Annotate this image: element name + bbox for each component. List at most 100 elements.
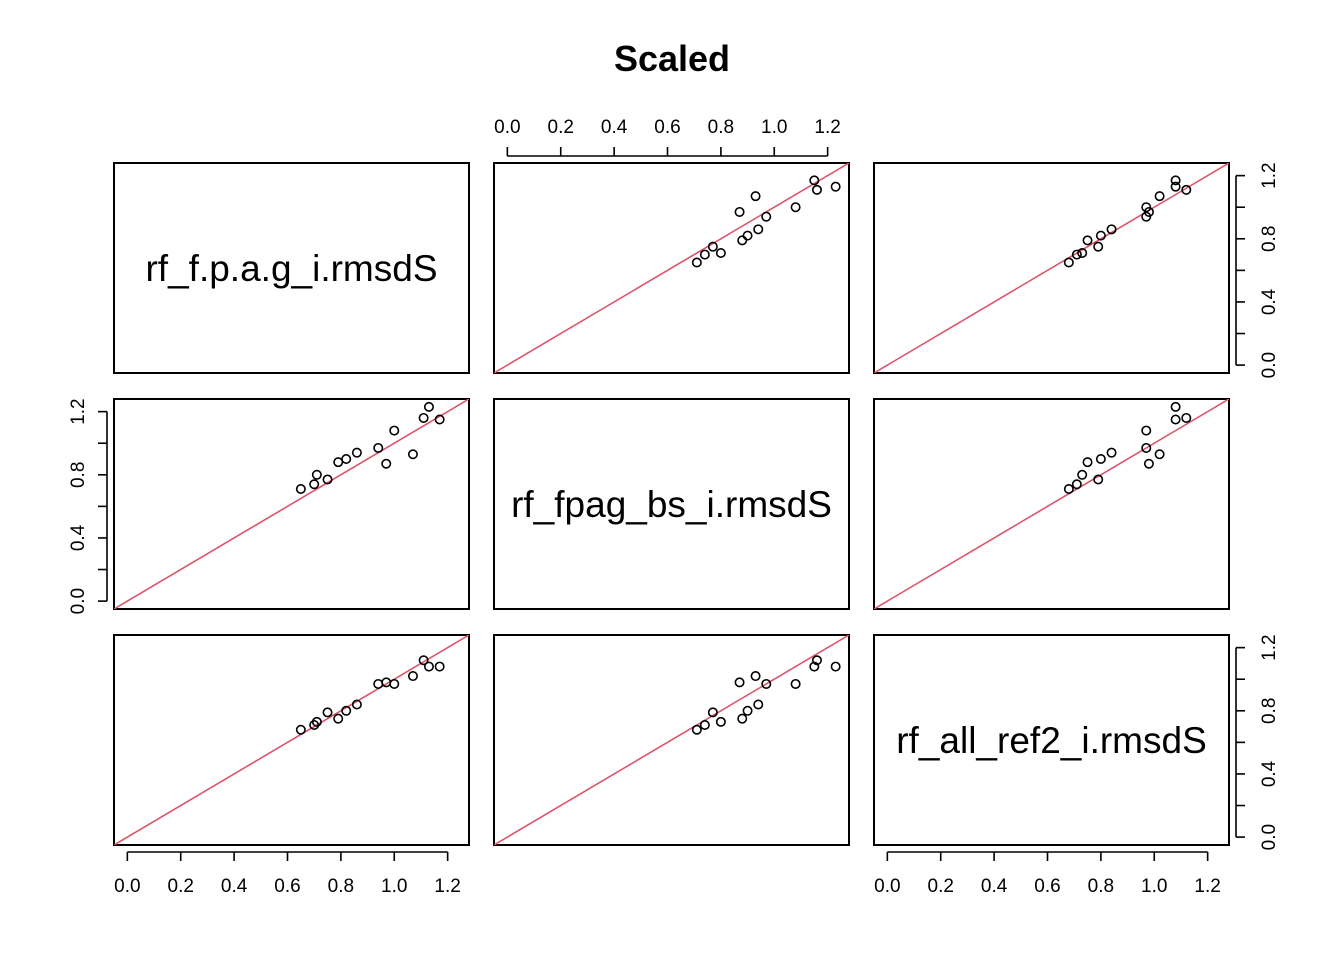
tick-label: 0.0 bbox=[874, 876, 900, 897]
tick-label: 0.4 bbox=[1259, 288, 1280, 315]
scatter-point bbox=[311, 716, 322, 727]
panel-0-0: rf_f.p.a.g_i.rmsdS bbox=[113, 162, 470, 374]
scatter-point bbox=[699, 249, 710, 260]
tick-label: 1.2 bbox=[1259, 634, 1280, 660]
tick-label: 1.2 bbox=[434, 876, 460, 897]
scatter-point bbox=[423, 401, 434, 412]
scatter-point bbox=[1095, 453, 1106, 464]
left-axis-row-2: 0.0 0.4 0.8 1.2 bbox=[68, 398, 108, 614]
scatter-point bbox=[389, 678, 400, 689]
tick-label: 0.0 bbox=[68, 588, 89, 614]
identity-line bbox=[114, 635, 469, 845]
scatter-point bbox=[322, 707, 333, 718]
panel-frame bbox=[113, 398, 470, 610]
scatter-point bbox=[1082, 457, 1093, 468]
panel-2-1 bbox=[493, 634, 850, 846]
tick-label: 0.6 bbox=[1034, 876, 1060, 897]
scatter-point bbox=[761, 678, 772, 689]
scatter-point bbox=[734, 206, 745, 217]
tick-label: 0.0 bbox=[1259, 824, 1280, 850]
scatter-point bbox=[1170, 401, 1181, 412]
scatter-point bbox=[1071, 479, 1082, 490]
scatter-point bbox=[737, 713, 748, 724]
tick-label: 0.0 bbox=[494, 117, 520, 138]
tick-label: 0.0 bbox=[114, 876, 140, 897]
scatter-point bbox=[691, 257, 702, 268]
scatter-point bbox=[434, 414, 445, 425]
panel-frame bbox=[493, 162, 850, 374]
tick-label: 1.2 bbox=[1194, 876, 1220, 897]
variable-label: rf_fpag_bs_i.rmsdS bbox=[511, 484, 832, 525]
scatter-point bbox=[691, 724, 702, 735]
scatter-point bbox=[699, 719, 710, 730]
tick-label: 0.8 bbox=[1088, 876, 1114, 897]
tick-label: 1.2 bbox=[814, 117, 840, 138]
panel-frame bbox=[113, 162, 470, 374]
scatter-point bbox=[1170, 175, 1181, 186]
scatter-point bbox=[418, 655, 429, 666]
tick-label: 0.4 bbox=[981, 876, 1008, 897]
scatter-point bbox=[1181, 184, 1192, 195]
bottom-axis-col-3: 0.0 0.2 0.4 0.6 0.8 1.0 1.2 bbox=[874, 851, 1221, 897]
tick-label: 0.8 bbox=[1259, 698, 1280, 724]
scatter-point bbox=[295, 724, 306, 735]
scatter-point bbox=[434, 661, 445, 672]
scatter-point bbox=[830, 661, 841, 672]
tick-label: 0.2 bbox=[548, 117, 574, 138]
variable-label: rf_all_ref2_i.rmsdS bbox=[896, 720, 1207, 761]
scatter-point bbox=[1063, 257, 1074, 268]
scatter-point bbox=[1141, 442, 1152, 453]
panel-frame bbox=[873, 398, 1230, 610]
scatter-point bbox=[351, 447, 362, 458]
tick-label: 0.4 bbox=[601, 117, 628, 138]
scatter-point bbox=[809, 661, 820, 672]
tick-label: 0.4 bbox=[1259, 760, 1280, 787]
scatter-point bbox=[707, 707, 718, 718]
panel-frame bbox=[873, 162, 1230, 374]
scatter-point bbox=[333, 713, 344, 724]
scatter-point bbox=[1141, 202, 1152, 213]
scatter-point bbox=[389, 425, 400, 436]
scatter-point bbox=[715, 248, 726, 259]
scatter-point bbox=[1170, 181, 1181, 192]
scatter-point bbox=[1106, 447, 1117, 458]
scatter-point bbox=[761, 211, 772, 222]
scatter-point bbox=[1095, 230, 1106, 241]
scatter-point bbox=[1071, 249, 1082, 260]
scatter-point bbox=[742, 230, 753, 241]
scatter-point bbox=[707, 241, 718, 252]
tick-label: 1.0 bbox=[761, 117, 787, 138]
panel-0-1 bbox=[493, 162, 850, 374]
scatter-point bbox=[351, 699, 362, 710]
scatter-point bbox=[1063, 483, 1074, 494]
scatter-point bbox=[737, 235, 748, 246]
scatter-point bbox=[811, 184, 822, 195]
scatter-point bbox=[1170, 414, 1181, 425]
panel-0-2 bbox=[873, 162, 1230, 374]
scatter-point bbox=[333, 457, 344, 468]
tick-label: 1.0 bbox=[381, 876, 407, 897]
scatter-point bbox=[753, 699, 764, 710]
scatter-point bbox=[1093, 474, 1104, 485]
scatter-point bbox=[1141, 425, 1152, 436]
tick-label: 0.4 bbox=[68, 524, 89, 551]
scatter-point bbox=[295, 483, 306, 494]
scatter-point bbox=[750, 191, 761, 202]
right-axis-row-3: 0.0 0.4 0.8 1.2 bbox=[1235, 634, 1280, 850]
identity-line bbox=[874, 399, 1229, 609]
panel-frame bbox=[113, 634, 470, 846]
identity-line bbox=[494, 635, 849, 845]
scatter-point bbox=[418, 412, 429, 423]
scatter-point bbox=[742, 705, 753, 716]
tick-label: 0.4 bbox=[221, 876, 248, 897]
panel-1-1: rf_fpag_bs_i.rmsdS bbox=[493, 398, 850, 610]
scatter-point bbox=[309, 719, 320, 730]
scatter-point bbox=[322, 474, 333, 485]
scatter-point bbox=[790, 678, 801, 689]
scatter-point bbox=[790, 202, 801, 213]
scatter-point bbox=[1082, 235, 1093, 246]
scatter-point bbox=[753, 224, 764, 235]
tick-label: 0.2 bbox=[928, 876, 954, 897]
tick-label: 0.2 bbox=[168, 876, 194, 897]
